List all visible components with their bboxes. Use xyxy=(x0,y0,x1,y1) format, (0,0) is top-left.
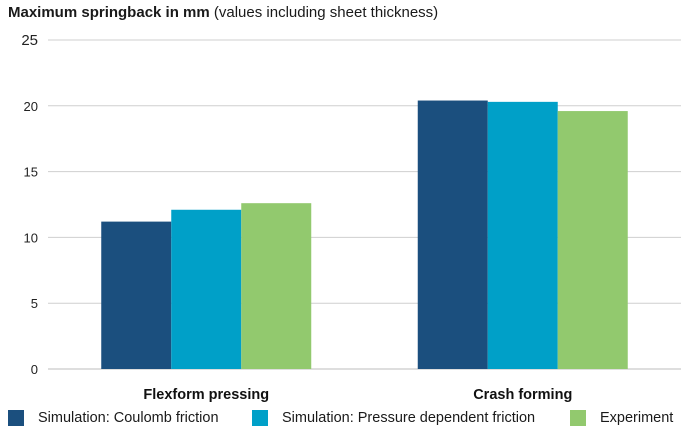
legend-swatch xyxy=(8,410,24,426)
legend-swatch xyxy=(570,410,586,426)
y-tick-label: 25 xyxy=(21,32,38,49)
legend-swatch xyxy=(252,410,268,426)
y-axis-ticks: 0 5 10 15 20 25 xyxy=(21,32,38,377)
y-tick-label: 15 xyxy=(24,165,38,180)
legend-item: Simulation: Pressure dependent friction xyxy=(252,410,535,426)
legend-label: Simulation: Pressure dependent friction xyxy=(282,410,536,426)
chart-subtitle: (values including sheet thickness) xyxy=(213,4,439,21)
bar-3-2 xyxy=(557,111,628,370)
legend: Simulation: Coulomb friction Simulation: … xyxy=(8,410,688,432)
chart-title-main: Maximum springback in mm xyxy=(8,4,210,21)
bar-2-2 xyxy=(487,101,558,370)
bar-1-2 xyxy=(417,100,488,369)
y-tick-label: 20 xyxy=(24,99,38,114)
y-tick-label: 0 xyxy=(31,362,38,377)
legend-item: Simulation: Coulomb friction xyxy=(8,410,219,426)
x-axis-labels: Flexform pressing Crash forming xyxy=(143,387,572,403)
y-tick-label: 5 xyxy=(31,296,38,311)
x-category-label: Crash forming xyxy=(473,387,572,403)
legend-item: Experiment xyxy=(570,410,673,426)
bars xyxy=(101,100,628,370)
legend-label: Simulation: Coulomb friction xyxy=(38,410,219,426)
legend-label: Experiment xyxy=(600,410,674,426)
bar-1-1 xyxy=(101,221,172,369)
bar-3-1 xyxy=(241,203,312,369)
x-category-label: Flexform pressing xyxy=(143,387,269,403)
bar-2-1 xyxy=(171,209,242,369)
chart-title: Maximum springback in mm (values includi… xyxy=(8,4,438,21)
y-tick-label: 10 xyxy=(24,230,38,245)
